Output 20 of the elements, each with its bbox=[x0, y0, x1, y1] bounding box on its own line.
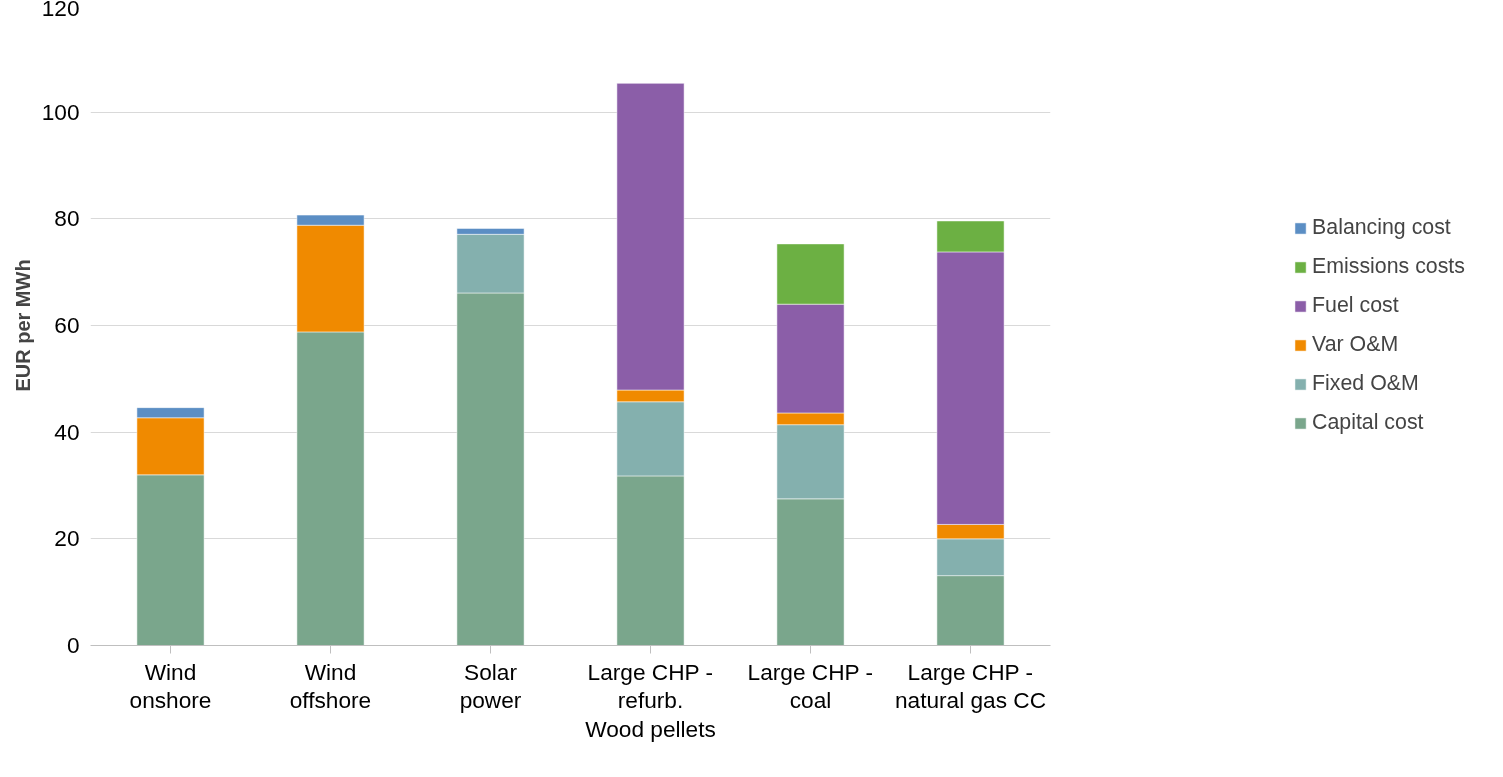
legend-label: Balancing cost bbox=[1312, 215, 1451, 240]
y-tick-label: 100 bbox=[41, 98, 80, 125]
x-tick-label: Large CHP - natural gas CC bbox=[894, 658, 1047, 714]
x-tick-label: Wind onshore bbox=[129, 658, 212, 714]
y-tick-label: 120 bbox=[41, 0, 80, 21]
y-tick-label: 0 bbox=[66, 632, 80, 658]
y-tick-label: 20 bbox=[54, 525, 80, 552]
legend-label: Fixed O&M bbox=[1312, 371, 1419, 396]
x-tick-label: Large CHP - refurb. Wood pellets bbox=[585, 658, 716, 742]
legend-label: Emissions costs bbox=[1312, 254, 1465, 279]
legend-label: Var O&M bbox=[1312, 332, 1399, 357]
legend-label: Fuel cost bbox=[1312, 293, 1399, 318]
x-tick-label: Large CHP - coal bbox=[747, 658, 874, 714]
x-tick-label: Solar power bbox=[459, 658, 522, 714]
y-tick-label: 40 bbox=[54, 418, 80, 445]
legend-label: Capital cost bbox=[1312, 410, 1424, 435]
y-axis-title: EUR per MWh bbox=[11, 259, 34, 392]
y-tick-label: 80 bbox=[54, 205, 80, 232]
x-tick-label: Wind offshore bbox=[289, 658, 372, 714]
y-tick-label: 60 bbox=[54, 312, 80, 338]
